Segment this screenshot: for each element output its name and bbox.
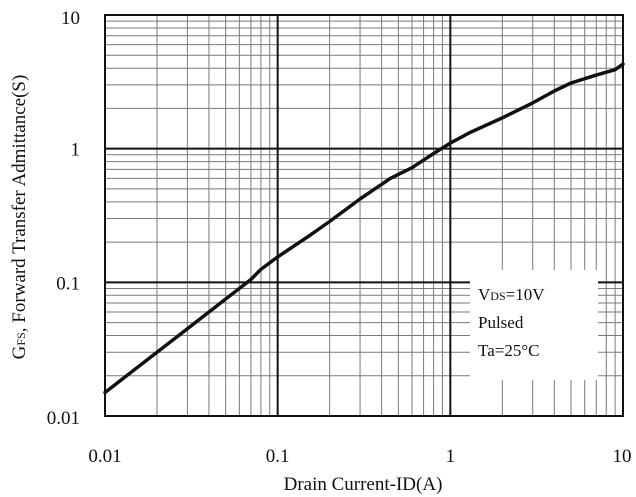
condition-annotation: VDS=10V Pulsed Ta=25°C bbox=[470, 270, 598, 380]
x-tick-label-1: 1 bbox=[446, 446, 456, 467]
y-tick-label-0.01: 0.01 bbox=[47, 408, 80, 429]
annotation-vds-prefix: V bbox=[478, 285, 491, 304]
x-tick-label-10: 10 bbox=[613, 446, 632, 467]
annotation-background bbox=[470, 270, 598, 380]
y-axis-label: GFS, Forward Transfer Admittance(S) bbox=[9, 75, 30, 360]
annotation-vds-sub: DS bbox=[490, 289, 505, 303]
x-axis-label: Drain Current-ID(A) bbox=[284, 474, 443, 495]
y-tick-label-10: 10 bbox=[61, 8, 80, 29]
annotation-vds: VDS=10V bbox=[478, 285, 545, 304]
data-layer bbox=[103, 62, 625, 395]
annotation-vds-value: =10V bbox=[506, 285, 546, 304]
plot-frame bbox=[104, 14, 624, 417]
y-axis-label-rest: , Forward Transfer Admittance(S) bbox=[9, 75, 30, 333]
y-tick-label-1: 1 bbox=[71, 140, 81, 161]
y-axis-label-sub: FS bbox=[14, 332, 28, 345]
grid-lines bbox=[105, 15, 623, 416]
x-tick-label-0.1: 0.1 bbox=[266, 446, 290, 467]
plot-border bbox=[104, 14, 624, 417]
annotation-pulsed: Pulsed bbox=[478, 313, 524, 332]
tick-labels: 0.01 0.1 1 10 0.01 0.1 1 10 bbox=[47, 8, 632, 467]
x-tick-label-0.01: 0.01 bbox=[88, 446, 121, 467]
y-tick-label-0.1: 0.1 bbox=[56, 273, 80, 294]
series-line-0 bbox=[103, 62, 625, 395]
annotation-temperature: Ta=25°C bbox=[478, 341, 539, 360]
y-axis-label-main: G bbox=[9, 345, 30, 359]
